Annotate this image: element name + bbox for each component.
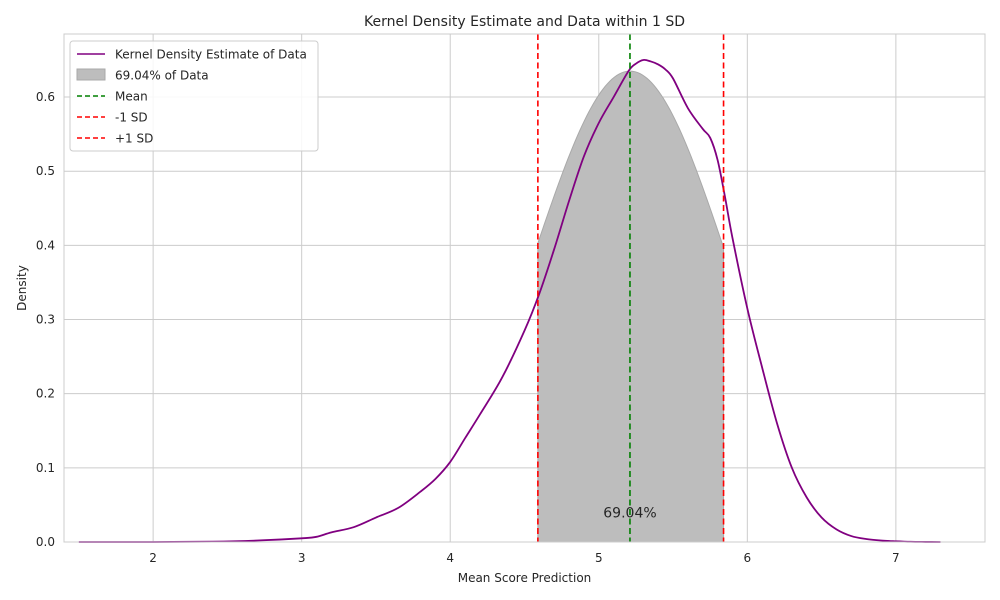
plot-frame: [63, 33, 986, 543]
x-tick-label: 4: [446, 551, 454, 565]
x-tick-label: 5: [595, 551, 603, 565]
y-tick-label: 0.5: [36, 164, 55, 178]
ticks-layer: 2 3 4 5 6 7 0.0 0.1 0.2 0.3 0.4 0.5 0.6: [36, 90, 900, 565]
x-tick-label: 2: [149, 551, 157, 565]
y-tick-label: 0.1: [36, 461, 55, 475]
chart-title: Kernel Density Estimate and Data within …: [364, 14, 685, 30]
x-axis-label: Mean Score Prediction: [458, 571, 592, 585]
legend-shade-swatch: [76, 68, 106, 81]
y-tick-label: 0.6: [36, 90, 55, 104]
lines-layer: [78, 34, 941, 543]
y-tick-label: 0.0: [36, 535, 55, 549]
legend-shade-label: 69.04% of Data: [115, 69, 209, 83]
legend-plus-sd-label: +1 SD: [115, 132, 153, 146]
y-tick-label: 0.4: [36, 238, 55, 252]
x-tick-label: 6: [744, 551, 752, 565]
x-tick-label: 7: [892, 551, 900, 565]
legend-mean-label: Mean: [115, 90, 148, 104]
legend-minus-sd-label: -1 SD: [115, 111, 148, 125]
shaded-region: [537, 70, 725, 543]
kde-line: [78, 58, 941, 543]
legend-box: [69, 40, 319, 152]
legend: Kernel Density Estimate of Data 69.04% o…: [69, 40, 319, 152]
legend-kde-label: Kernel Density Estimate of Data: [115, 48, 307, 62]
y-tick-label: 0.2: [36, 387, 55, 401]
shaded-region-layer: [537, 70, 725, 543]
y-axis-label: Density: [15, 265, 29, 311]
percent-annotation: 69.04%: [603, 505, 656, 521]
x-tick-label: 3: [298, 551, 306, 565]
y-tick-label: 0.3: [36, 313, 55, 327]
